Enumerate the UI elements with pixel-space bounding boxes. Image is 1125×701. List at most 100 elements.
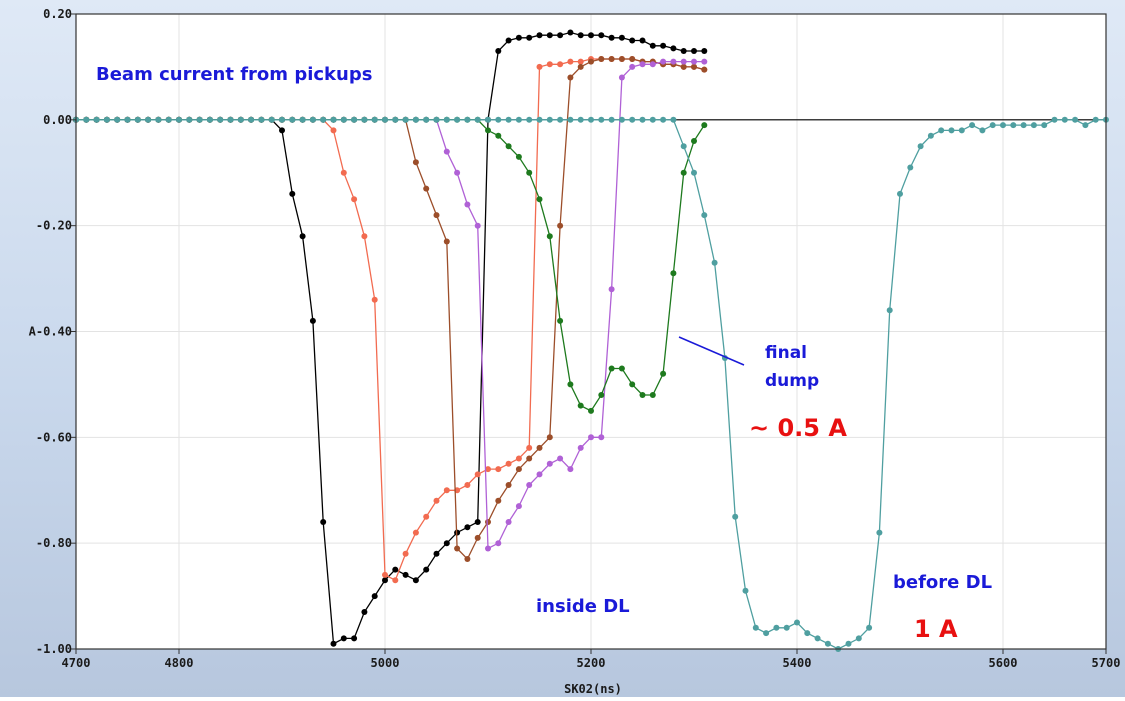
x-tick-label: 5400 — [783, 656, 812, 670]
data-point — [701, 122, 708, 129]
data-point — [897, 190, 903, 197]
data-point — [526, 116, 533, 123]
data-point — [330, 127, 337, 134]
data-point — [258, 116, 265, 123]
data-point — [701, 48, 708, 54]
data-point — [1061, 116, 1068, 123]
x-tick-label: 4800 — [165, 656, 194, 670]
data-point — [546, 460, 553, 467]
data-point — [763, 630, 770, 637]
y-tick-label: -0.20 — [36, 219, 72, 233]
data-point — [1051, 116, 1058, 123]
data-point — [464, 556, 471, 562]
data-point — [392, 116, 399, 123]
data-point — [886, 307, 893, 314]
y-tick-label: -1.00 — [36, 642, 72, 656]
data-point — [546, 434, 553, 441]
data-point — [948, 127, 955, 134]
data-point — [567, 58, 574, 65]
data-point — [814, 635, 821, 642]
data-point — [917, 143, 924, 150]
data-point — [691, 63, 697, 70]
data-point — [515, 503, 522, 510]
data-point — [485, 519, 491, 525]
data-point — [536, 471, 543, 478]
data-point — [701, 58, 708, 65]
data-point — [577, 116, 584, 123]
data-point — [866, 624, 873, 631]
data-point — [464, 201, 471, 208]
data-point — [279, 127, 285, 134]
data-point — [670, 58, 677, 65]
data-point — [536, 63, 543, 70]
data-point — [474, 471, 481, 478]
data-point — [371, 116, 378, 123]
data-point — [289, 116, 296, 123]
data-point — [670, 116, 677, 123]
data-point — [979, 127, 986, 134]
data-point — [546, 116, 553, 123]
data-point — [618, 56, 625, 62]
data-point — [567, 466, 574, 473]
data-point — [237, 116, 244, 123]
data-point — [279, 116, 285, 123]
data-point — [536, 116, 543, 123]
data-point — [412, 116, 419, 123]
data-point — [691, 58, 697, 65]
data-point — [309, 116, 316, 123]
data-point — [340, 116, 347, 123]
data-point — [701, 66, 708, 73]
data-point — [598, 116, 605, 123]
data-point — [124, 116, 131, 123]
annotation-before-dl: before DL — [893, 572, 992, 593]
data-point — [598, 56, 605, 62]
data-point — [608, 365, 615, 372]
data-point — [526, 444, 533, 451]
data-point — [804, 630, 811, 637]
data-point — [557, 61, 564, 68]
data-point — [330, 116, 337, 123]
data-point — [1082, 122, 1089, 129]
data-point — [567, 74, 574, 81]
data-point — [783, 624, 790, 631]
data-point — [1092, 116, 1099, 123]
data-point — [227, 116, 234, 123]
data-point — [649, 42, 656, 49]
data-point — [402, 550, 409, 557]
data-point — [423, 185, 430, 192]
data-point — [382, 116, 388, 123]
data-point — [588, 116, 594, 123]
data-point — [608, 116, 615, 123]
annotation-half-amp: ~ 0.5 A — [749, 414, 847, 442]
data-point — [577, 444, 584, 451]
data-point — [691, 169, 697, 176]
data-point — [907, 164, 914, 171]
data-point — [1030, 122, 1037, 129]
x-tick-label: 5000 — [371, 656, 400, 670]
data-point — [474, 116, 481, 123]
data-point — [83, 116, 90, 123]
data-point — [454, 545, 461, 552]
annotation-final: final — [765, 343, 807, 363]
data-point — [433, 212, 440, 219]
data-point — [680, 48, 687, 54]
data-point — [639, 392, 646, 398]
data-point — [618, 116, 625, 123]
data-point — [618, 365, 625, 372]
data-point — [536, 444, 543, 451]
data-point — [732, 513, 739, 520]
data-point — [629, 116, 636, 123]
data-point — [629, 56, 636, 62]
data-point — [577, 58, 584, 65]
data-point — [567, 381, 574, 388]
data-point — [505, 460, 512, 467]
data-point — [495, 132, 502, 139]
data-point — [464, 116, 471, 123]
data-point — [433, 550, 440, 557]
data-point — [536, 196, 543, 203]
data-point — [1072, 116, 1079, 123]
data-point — [1010, 122, 1017, 129]
series-group — [73, 29, 1109, 652]
data-point — [660, 370, 667, 377]
